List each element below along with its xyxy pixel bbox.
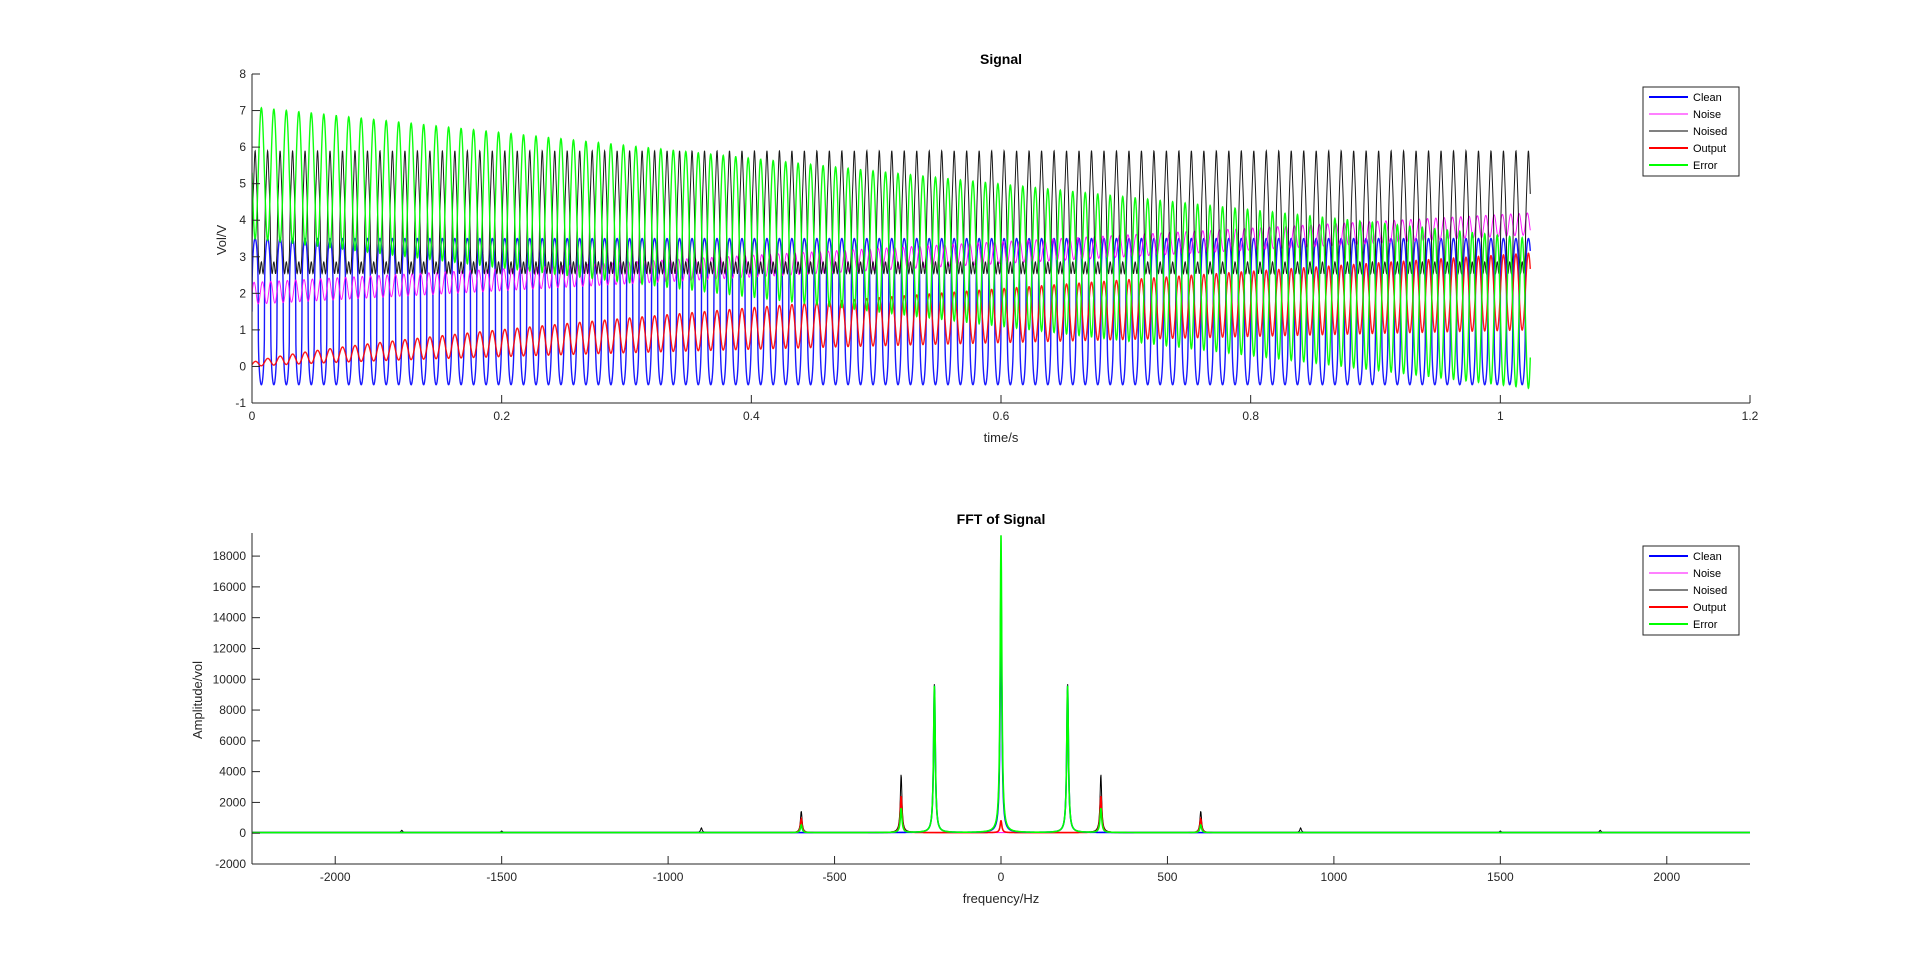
signal-xtick-label: 1.2 [1742, 409, 1759, 423]
fft-ytick-label: 10000 [213, 672, 247, 686]
fft-ytick-label: 4000 [219, 765, 246, 779]
signal-legend-label-noise: Noise [1693, 109, 1721, 121]
fft-ytick-label: 12000 [213, 641, 247, 655]
fft-xtick-label: 0 [998, 870, 1005, 884]
signal-ytick-label: 4 [239, 213, 246, 227]
signal-ytick-label: 5 [239, 177, 246, 191]
fft-xtick-label: -1000 [653, 870, 684, 884]
fft-legend-label-error: Error [1693, 619, 1718, 631]
fft-ytick-label: -2000 [215, 857, 246, 871]
signal-xlabel: time/s [984, 430, 1019, 445]
signal-title: Signal [980, 51, 1022, 67]
fft-ytick-label: 8000 [219, 703, 246, 717]
fft-ytick-label: 6000 [219, 734, 246, 748]
signal-legend-label-clean: Clean [1693, 92, 1722, 104]
signal-xtick-label: 0.6 [993, 409, 1010, 423]
fft-xlabel: frequency/Hz [963, 891, 1040, 906]
signal-xtick-label: 0 [249, 409, 256, 423]
fft-plot: -2000 -1500 -1000 -500 0 500 1000 1500 2000 -2000… [190, 511, 1750, 906]
fft-xtick-label: -1500 [486, 870, 517, 884]
signal-legend-label-noised: Noised [1693, 126, 1727, 138]
fft-series-error [252, 535, 1750, 834]
fft-title: FFT of Signal [957, 511, 1046, 527]
fft-ytick-label: 16000 [213, 580, 247, 594]
fft-xtick-label: 1500 [1487, 870, 1514, 884]
signal-xtick-label: 0.4 [743, 409, 760, 423]
signal-ytick-label: 1 [239, 323, 246, 337]
signal-xtick-label: 0.2 [493, 409, 510, 423]
signal-legend: Clean Noise Noised Output Error [1642, 86, 1740, 177]
fft-xtick-label: 1000 [1321, 870, 1348, 884]
signal-legend-label-error: Error [1693, 160, 1718, 172]
fft-ytick-label: 0 [239, 826, 246, 840]
signal-ytick-label: 8 [239, 67, 246, 81]
signal-ytick-label: 6 [239, 140, 246, 154]
signal-ylabel: Vol/V [214, 224, 229, 255]
fft-legend-label-output: Output [1693, 602, 1726, 614]
fft-legend: Clean Noise Noised Output Error [1642, 545, 1740, 636]
signal-ytick-label: 0 [239, 359, 246, 373]
signal-xtick-label: 1 [1497, 409, 1504, 423]
fft-legend-label-noised: Noised [1693, 585, 1727, 597]
fft-ylabel: Amplitude/vol [190, 661, 205, 739]
signal-xtick-label: 0.8 [1242, 409, 1259, 423]
signal-legend-label-output: Output [1693, 143, 1726, 155]
signal-ytick-label: 3 [239, 250, 246, 264]
fft-xtick-label: 500 [1157, 870, 1177, 884]
fft-xtick-label: -2000 [320, 870, 351, 884]
signal-ytick-label: -1 [235, 396, 246, 410]
fft-ytick-label: 2000 [219, 795, 246, 809]
fft-xtick-label: -500 [823, 870, 847, 884]
fft-xtick-label: 2000 [1653, 870, 1680, 884]
signal-series-output [252, 252, 1531, 367]
fft-legend-label-clean: Clean [1693, 551, 1722, 563]
signal-series-clean [252, 237, 1531, 386]
fft-ytick-label: 14000 [213, 611, 247, 625]
fft-legend-label-noise: Noise [1693, 568, 1721, 580]
fft-ytick-label: 18000 [213, 549, 247, 563]
signal-ytick-label: 2 [239, 286, 246, 300]
signal-ytick-label: 7 [239, 104, 246, 118]
fft-series-noised [252, 535, 1750, 834]
signal-series-noise [252, 212, 1531, 305]
signal-series-error [252, 106, 1531, 390]
